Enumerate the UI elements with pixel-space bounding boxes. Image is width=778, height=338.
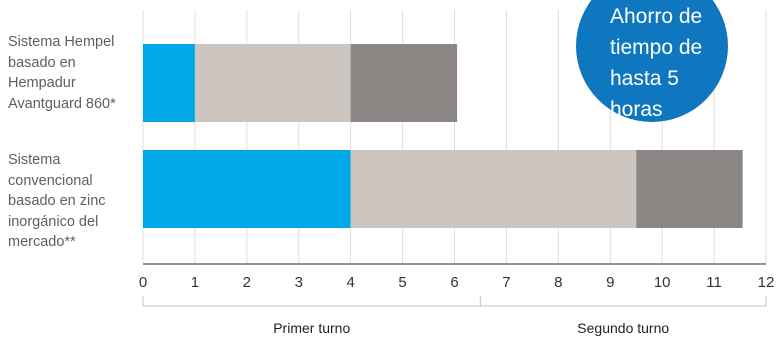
savings-badge-line-3: hasta 5 <box>610 67 679 90</box>
category-label-2-line-1: Sistema <box>8 152 61 168</box>
category-label-1-line-3: Hempadur <box>8 75 76 91</box>
bar-2-segment-1 <box>143 150 351 228</box>
category-label-2-line-5: mercado** <box>8 234 76 250</box>
bar-1-segment-1 <box>143 44 195 122</box>
savings-badge-line-1: Ahorro de <box>610 5 702 28</box>
savings-badge-circle <box>576 0 728 122</box>
shift-bracket-2 <box>479 296 767 307</box>
bar-2-segment-2 <box>350 150 637 228</box>
category-label-2: Sistema convencional basado en zinc inorgán… <box>8 150 143 253</box>
x-tick-label-8: 8 <box>554 274 562 291</box>
x-tick-label-9: 9 <box>606 274 614 291</box>
shift-brackets: Primer turno Segundo turno <box>142 296 767 336</box>
savings-badge: Ahorro de tiempo de hasta 5 horas <box>576 0 728 122</box>
bar-2-segment-3 <box>636 150 743 228</box>
shift-label-1: Primer turno <box>273 320 350 336</box>
x-tick-label-0: 0 <box>139 274 147 291</box>
shift-label-2: Segundo turno <box>577 320 669 336</box>
category-label-1: Sistema Hempel basado en Hempadur Avantguar… <box>8 32 143 114</box>
x-tick-label-3: 3 <box>295 274 303 291</box>
category-label-1-line-4: Avantguard 860* <box>8 95 116 112</box>
savings-badge-line-2: tiempo de <box>610 36 702 59</box>
bars <box>143 44 743 228</box>
x-tick-labels: 0 1 2 3 4 5 6 7 8 9 10 11 12 <box>139 274 775 291</box>
bar-1-segment-3 <box>350 44 458 122</box>
x-tick-label-10: 10 <box>654 274 671 291</box>
category-label-1-line-2: basado en <box>8 54 76 71</box>
x-tick-label-12: 12 <box>758 274 775 291</box>
category-label-2-line-2: convencional <box>8 172 93 189</box>
category-label-2-line-3: basado en zinc <box>8 193 106 209</box>
x-tick-label-7: 7 <box>502 274 510 291</box>
x-tick-label-2: 2 <box>243 274 251 291</box>
category-label-1-line-1: Sistema Hempel <box>8 34 115 50</box>
savings-badge-line-4: horas <box>610 98 663 121</box>
x-tick-label-6: 6 <box>450 274 458 291</box>
shift-bracket-1 <box>142 296 482 307</box>
x-tick-label-5: 5 <box>398 274 406 291</box>
category-label-2-line-4: inorgánico del <box>8 213 99 230</box>
bar-1-segment-2 <box>194 44 351 122</box>
x-tick-label-4: 4 <box>346 274 354 291</box>
x-tick-label-1: 1 <box>191 274 199 291</box>
x-tick-label-11: 11 <box>706 274 722 291</box>
